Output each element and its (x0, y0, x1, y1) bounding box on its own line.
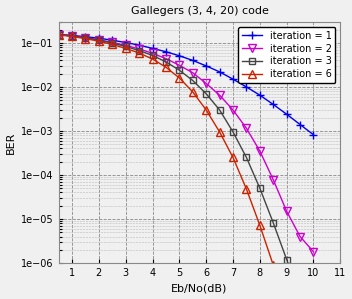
iteration = 2 (177, 63, 181, 67)
iteration = 3 (70, 34, 74, 38)
iteration = 3 (137, 49, 141, 52)
iteration = 2 (258, 149, 262, 153)
iteration = 3 (97, 39, 101, 42)
Line: iteration = 1: iteration = 1 (55, 30, 318, 139)
iteration = 2 (298, 235, 302, 238)
iteration = 6 (124, 47, 128, 50)
iteration = 2 (97, 38, 101, 42)
iteration = 2 (312, 250, 316, 254)
Line: iteration = 3: iteration = 3 (55, 31, 317, 299)
iteration = 2 (191, 71, 195, 74)
iteration = 3 (124, 45, 128, 48)
iteration = 3 (204, 92, 208, 96)
iteration = 3 (298, 294, 302, 298)
iteration = 1 (204, 64, 208, 68)
iteration = 1 (150, 47, 155, 50)
iteration = 6 (191, 90, 195, 94)
iteration = 6 (204, 108, 208, 112)
iteration = 6 (137, 51, 141, 55)
iteration = 1 (164, 50, 168, 54)
iteration = 1 (137, 43, 141, 47)
iteration = 6 (271, 263, 275, 267)
iteration = 1 (218, 70, 222, 74)
iteration = 1 (284, 112, 289, 116)
iteration = 2 (124, 44, 128, 47)
iteration = 3 (271, 221, 275, 225)
iteration = 2 (204, 82, 208, 85)
iteration = 6 (97, 39, 101, 43)
iteration = 2 (284, 210, 289, 213)
Y-axis label: BER: BER (6, 131, 15, 154)
iteration = 6 (231, 156, 235, 159)
iteration = 3 (218, 108, 222, 112)
iteration = 3 (244, 156, 249, 159)
iteration = 6 (244, 187, 249, 191)
iteration = 6 (258, 223, 262, 227)
iteration = 1 (298, 123, 302, 126)
iteration = 6 (218, 130, 222, 134)
iteration = 1 (110, 39, 114, 42)
iteration = 6 (164, 65, 168, 69)
Legend: iteration = 1, iteration = 2, iteration = 3, iteration = 6: iteration = 1, iteration = 2, iteration … (238, 27, 335, 83)
iteration = 2 (150, 51, 155, 55)
iteration = 3 (191, 79, 195, 82)
iteration = 1 (231, 77, 235, 81)
iteration = 6 (150, 57, 155, 61)
iteration = 1 (124, 41, 128, 44)
iteration = 1 (83, 35, 88, 39)
iteration = 6 (83, 37, 88, 40)
iteration = 6 (177, 76, 181, 80)
iteration = 3 (164, 60, 168, 64)
iteration = 3 (231, 130, 235, 134)
iteration = 3 (284, 258, 289, 261)
iteration = 2 (110, 41, 114, 44)
iteration = 1 (56, 33, 61, 36)
iteration = 3 (83, 36, 88, 40)
iteration = 1 (97, 36, 101, 40)
iteration = 2 (271, 178, 275, 181)
iteration = 2 (244, 126, 249, 130)
iteration = 6 (70, 35, 74, 38)
iteration = 3 (110, 41, 114, 45)
iteration = 6 (110, 43, 114, 46)
Title: Gallegers (3, 4, 20) code: Gallegers (3, 4, 20) code (131, 6, 268, 16)
iteration = 2 (164, 57, 168, 60)
iteration = 2 (83, 36, 88, 39)
Line: iteration = 6: iteration = 6 (55, 31, 318, 299)
iteration = 6 (56, 33, 61, 37)
iteration = 3 (150, 54, 155, 57)
iteration = 2 (231, 108, 235, 112)
iteration = 1 (177, 54, 181, 58)
iteration = 1 (70, 33, 74, 37)
X-axis label: Eb/No(dB): Eb/No(dB) (171, 283, 228, 293)
Line: iteration = 2: iteration = 2 (55, 30, 318, 256)
iteration = 2 (218, 93, 222, 97)
iteration = 1 (271, 103, 275, 106)
iteration = 1 (258, 93, 262, 97)
iteration = 2 (56, 33, 61, 36)
iteration = 3 (258, 187, 262, 190)
iteration = 1 (312, 133, 316, 137)
iteration = 2 (70, 34, 74, 38)
iteration = 3 (177, 68, 181, 72)
iteration = 1 (191, 59, 195, 62)
iteration = 1 (244, 85, 249, 89)
iteration = 2 (137, 47, 141, 51)
iteration = 3 (56, 33, 61, 36)
